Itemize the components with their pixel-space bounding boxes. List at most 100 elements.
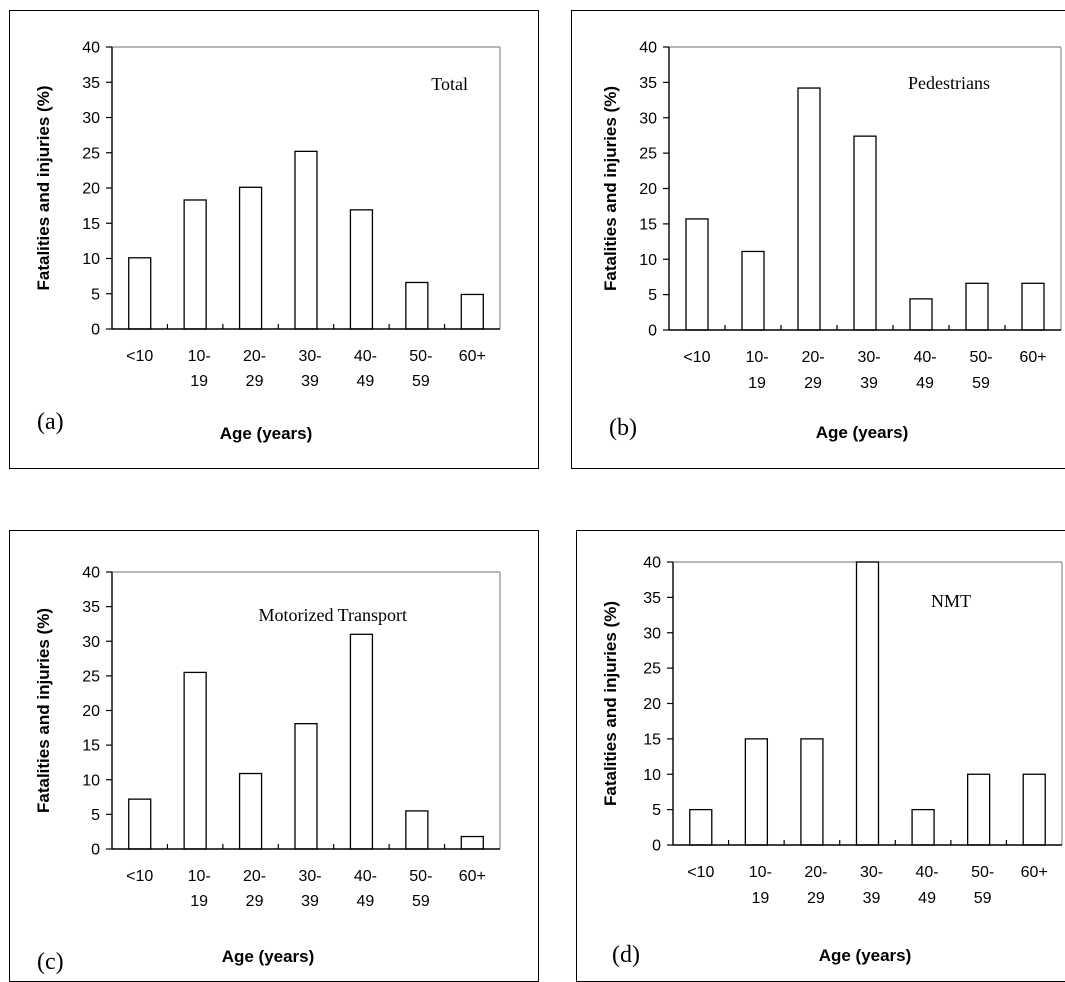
y-tick-label-a-10: 10 [82,251,100,268]
panel-label-d: (d) [612,942,640,968]
x-tick-label-c-7: 60+ [459,868,486,885]
chart-title-d: NMT [931,591,971,611]
y-tick-label-a-30: 30 [82,110,100,127]
x-tick-label-a-6: 50-59 [409,348,432,390]
y-tick-label-c-0: 0 [91,842,100,859]
y-tick-label-b-35: 35 [639,75,657,92]
x-tick-label-d-5: 40-49 [916,864,939,907]
x-tick-label-a-7: 60+ [459,348,486,365]
y-tick-label-b-40: 40 [639,40,657,57]
bar-d-6 [966,773,991,846]
x-tick-label-c-5: 40-49 [354,868,377,910]
bar-a-7 [460,293,484,330]
y-axis-title-a: Fatalities and injuries (%) [34,86,53,291]
x-axis-title-a: Age (years) [220,424,313,443]
x-tick-label-b-4: 30-39 [857,349,880,392]
y-axis-title-c: Fatalities and injuries (%) [34,608,53,813]
bar-d-7 [1022,773,1046,846]
bar-d-5 [911,808,935,846]
bar-c-2 [183,671,207,850]
x-tick-label-d-6: 50-59 [971,864,994,907]
y-tick-label-b-5: 5 [648,287,657,304]
x-axis-title-c: Age (years) [222,947,315,966]
panel-label-a: (a) [37,409,64,435]
y-tick-label-d-30: 30 [643,625,661,642]
y-tick-label-d-35: 35 [643,590,661,607]
y-tick-label-c-30: 30 [82,634,100,651]
x-tick-label-b-5: 40-49 [913,349,936,392]
x-tick-label-b-7: 60+ [1019,349,1046,366]
x-tick-label-d-2: 10-19 [749,864,772,907]
y-tick-label-c-25: 25 [82,668,100,685]
bar-b-6 [965,282,989,331]
bar-b-3 [797,87,821,331]
x-tick-label-d-7: 60+ [1021,864,1048,881]
x-axis-title-b: Age (years) [816,423,909,442]
chart-svg-a: 0 5 10 15 20 25 30 35 40 <10 10-19 20-29 30-39 40-49 5… [34,40,501,443]
x-tick-label-d-1: <10 [687,864,714,881]
y-tick-label-c-15: 15 [82,738,100,755]
chart-panel-c: 0 5 10 15 20 25 30 35 40 <10 10-19 20-29 30-39 40-49 5… [9,530,539,982]
y-tick-label-d-15: 15 [643,731,661,748]
y-tick-label-d-25: 25 [643,661,661,678]
y-tick-label-c-40: 40 [82,565,100,582]
chart-panel-a: 0 5 10 15 20 25 30 35 40 <10 10-19 20-29 30-39 40-49 5… [9,10,539,469]
bar-c-4 [294,723,318,850]
chart-panel-b: 0 5 10 15 20 25 30 35 40 <10 10-19 20-29 30-39 40-49 5… [571,10,1065,469]
chart-svg-b: 0 5 10 15 20 25 30 35 40 <10 10-19 20-29 30-39 40-49 5… [601,40,1062,442]
x-tick-label-d-3: 20-29 [804,864,827,907]
bar-b-4 [853,135,877,331]
bar-b-5 [909,298,933,331]
y-tick-label-a-40: 40 [82,40,100,57]
bar-b-2 [741,250,765,331]
bar-a-1 [128,257,152,330]
y-tick-label-d-40: 40 [643,555,661,572]
x-tick-label-a-3: 20-29 [243,348,266,390]
x-tick-label-b-1: <10 [683,349,710,366]
x-tick-label-b-3: 20-29 [801,349,824,392]
bar-d-2 [744,738,769,846]
y-tick-label-b-20: 20 [639,181,657,198]
chart-title-c: Motorized Transport [259,605,408,625]
chart-svg-d: 0 5 10 15 20 25 30 35 40 <10 10-19 20-29 30-39 40-49 5… [601,555,1063,968]
x-tick-label-a-5: 40-49 [354,348,377,390]
x-axis-title-d: Age (years) [819,946,912,965]
bar-c-3 [238,772,263,850]
bar-a-5 [349,209,374,330]
y-tick-label-d-10: 10 [643,767,661,784]
y-tick-label-a-15: 15 [82,216,100,233]
x-tick-label-b-2: 10-19 [745,349,768,392]
bar-d-4 [855,561,880,846]
y-tick-label-a-25: 25 [82,145,100,162]
x-tick-label-c-4: 30-39 [298,868,321,910]
y-tick-label-b-0: 0 [648,323,657,340]
x-tick-label-c-1: <10 [126,868,153,885]
bar-b-7 [1021,282,1045,331]
bar-d-1 [689,808,713,846]
y-tick-label-a-20: 20 [82,181,100,198]
y-tick-label-b-25: 25 [639,146,657,163]
y-tick-label-c-5: 5 [91,807,100,824]
chart-svg-c: 0 5 10 15 20 25 30 35 40 <10 10-19 20-29 30-39 40-49 5… [34,565,501,975]
x-tick-label-c-3: 20-29 [243,868,266,910]
y-tick-label-c-10: 10 [82,772,100,789]
y-tick-label-d-20: 20 [643,696,661,713]
y-tick-label-b-10: 10 [639,252,657,269]
y-axis-title-d: Fatalities and injuries (%) [601,601,620,806]
bar-b-1 [685,218,709,331]
chart-panel-d: 0 5 10 15 20 25 30 35 40 <10 10-19 20-29 30-39 40-49 5… [576,530,1065,982]
bar-c-1 [128,798,152,850]
x-tick-label-b-6: 50-59 [969,349,992,392]
bar-a-2 [183,199,207,330]
y-tick-label-a-5: 5 [91,286,100,303]
bar-c-6 [405,810,429,850]
x-tick-label-d-4: 30-39 [860,864,883,907]
y-tick-label-c-20: 20 [82,703,100,720]
y-tick-label-a-0: 0 [91,322,100,339]
x-tick-label-a-1: <10 [126,348,153,365]
chart-title-a: Total [431,74,468,94]
bar-c-5 [349,633,374,850]
y-tick-label-c-35: 35 [82,599,100,616]
bar-a-4 [294,150,318,330]
y-tick-label-b-30: 30 [639,110,657,127]
